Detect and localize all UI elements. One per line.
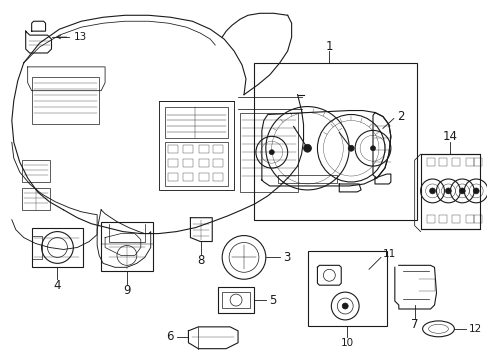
Circle shape (370, 146, 375, 151)
Bar (167, 159, 177, 167)
Text: 12: 12 (468, 324, 482, 334)
Bar (167, 173, 177, 181)
Text: 13: 13 (73, 32, 86, 42)
Bar (158, 100, 234, 190)
Text: 1: 1 (325, 40, 332, 53)
Bar (253, 63, 416, 220)
Circle shape (303, 144, 311, 152)
Bar (466, 215, 473, 223)
Bar (213, 145, 223, 153)
Bar (439, 158, 447, 166)
Circle shape (269, 150, 274, 155)
Bar (426, 158, 434, 166)
Text: 3: 3 (282, 251, 289, 264)
Bar (199, 145, 209, 153)
Bar (473, 215, 481, 223)
Bar (426, 215, 434, 223)
Text: 14: 14 (442, 130, 457, 143)
Text: 7: 7 (410, 318, 418, 331)
Text: 8: 8 (197, 254, 204, 267)
Circle shape (458, 188, 464, 194)
Bar (218, 287, 253, 313)
Bar (451, 158, 459, 166)
Bar (277, 175, 337, 183)
Bar (21, 188, 49, 210)
Bar (164, 142, 228, 186)
Bar (222, 292, 249, 308)
Text: 11: 11 (382, 249, 395, 260)
Bar (167, 145, 177, 153)
Bar (213, 173, 223, 181)
Bar (473, 158, 481, 166)
Bar (439, 215, 447, 223)
Bar (213, 159, 223, 167)
Bar (164, 107, 228, 138)
Bar (183, 145, 193, 153)
Circle shape (428, 188, 435, 194)
Circle shape (445, 188, 450, 194)
Bar (420, 154, 479, 229)
Text: 5: 5 (268, 293, 276, 307)
Bar (101, 222, 152, 271)
Text: 9: 9 (123, 284, 130, 297)
Bar (21, 160, 49, 182)
Bar (183, 159, 193, 167)
Bar (451, 215, 459, 223)
Bar (183, 173, 193, 181)
Bar (199, 173, 209, 181)
Circle shape (472, 188, 478, 194)
Bar (307, 251, 386, 326)
Text: 10: 10 (340, 338, 353, 348)
Circle shape (347, 145, 353, 151)
Bar (32, 77, 99, 125)
Circle shape (342, 303, 347, 309)
Bar (240, 113, 297, 192)
Text: 6: 6 (166, 330, 173, 343)
Bar (199, 159, 209, 167)
Bar (466, 158, 473, 166)
Text: 2: 2 (396, 110, 404, 123)
Text: 4: 4 (54, 279, 61, 292)
Bar (32, 228, 83, 267)
